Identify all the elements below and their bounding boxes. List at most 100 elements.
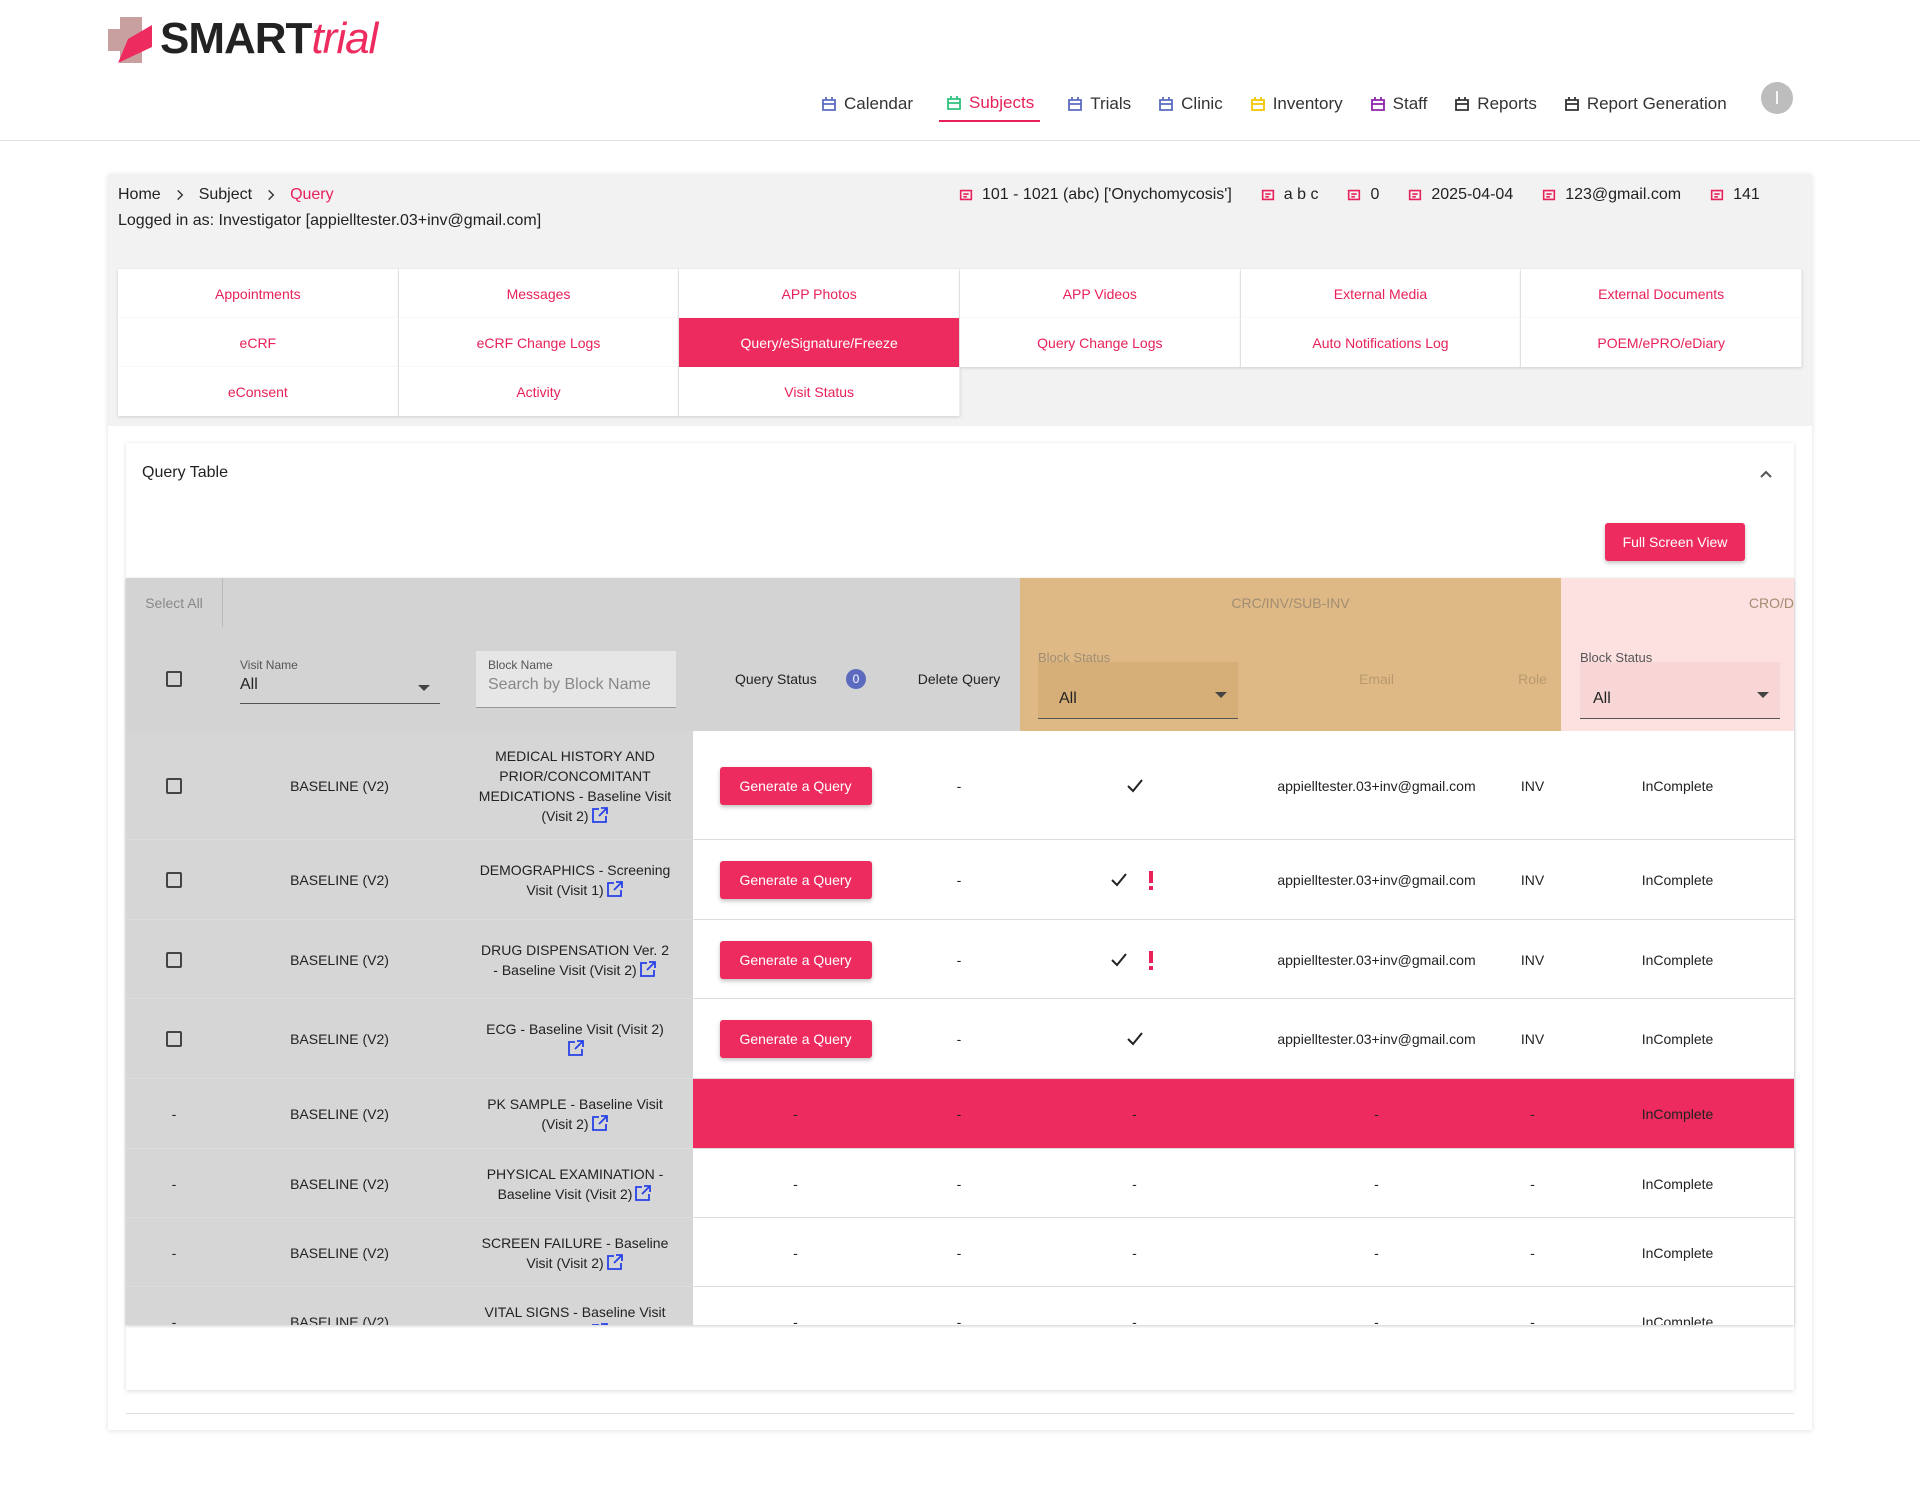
query-table: Select All CRC/INV/SUB-INV CRO/D Visit Name… [126, 578, 1794, 1325]
tab[interactable]: Visit Status [679, 367, 960, 416]
filter-label: Block Status [1038, 650, 1111, 665]
generate-query-button[interactable]: Generate a Query [719, 861, 872, 899]
select-all: Select All [145, 594, 203, 611]
delete-cell: - [956, 1244, 962, 1261]
tab[interactable]: External Media [1240, 269, 1522, 318]
tab[interactable]: APP Photos [679, 269, 960, 318]
tab[interactable]: eCRF [118, 318, 399, 367]
cro-status-cell: InComplete [1641, 1244, 1714, 1261]
nav-item[interactable]: Reports [1453, 86, 1537, 122]
tab[interactable]: Activity [398, 367, 680, 416]
row-checkbox[interactable] [166, 777, 182, 794]
logo-bold: SMART [160, 14, 312, 63]
arrow [418, 685, 430, 691]
row-border [126, 1217, 1794, 1218]
cro-select[interactable]: All [1580, 662, 1780, 719]
open-link[interactable] [591, 1114, 609, 1132]
generate-query-button[interactable]: Generate a Query [719, 1020, 872, 1058]
open-link[interactable] [591, 1322, 609, 1325]
nav-item[interactable]: Calendar [820, 86, 913, 122]
info-item: 2025-04-04 [1407, 186, 1513, 204]
breadcrumb: Home Subject Query [118, 186, 334, 204]
crc-select[interactable]: All [1038, 662, 1238, 719]
collapse-icon[interactable] [1758, 468, 1774, 480]
row-checkbox[interactable] [166, 951, 182, 968]
delete-cell: - [956, 1106, 962, 1122]
status-check [1110, 873, 1127, 887]
crumb[interactable]: Home [118, 186, 161, 203]
visit-select[interactable]: All [240, 676, 440, 704]
full-screen-button[interactable]: Full Screen View [1605, 523, 1745, 561]
arrow [1215, 692, 1227, 698]
check-shape [1126, 778, 1143, 792]
block-cell: MEDICAL HISTORY AND PRIOR/CONCOMITANT ME… [457, 731, 693, 840]
crumb-sep [176, 189, 184, 201]
header-sep [222, 578, 223, 627]
header-checkbox[interactable] [166, 671, 182, 687]
tab[interactable]: eConsent [118, 367, 399, 416]
open-link[interactable] [591, 806, 609, 824]
open-link[interactable] [606, 880, 624, 898]
open-link[interactable] [567, 1039, 585, 1057]
info-text: 2025-04-04 [1431, 186, 1514, 203]
visit-cell: BASELINE (V2) [290, 1175, 389, 1192]
tab[interactable]: Auto Notifications Log [1240, 318, 1522, 367]
info-icon-shape [1543, 189, 1556, 201]
tab[interactable]: Query Change Logs [960, 318, 1241, 367]
role-cell: INV [1520, 1031, 1545, 1047]
alert-bar [1148, 871, 1153, 883]
block-cell: PK SAMPLE - Baseline Visit (Visit 2) [457, 1079, 693, 1149]
email-cell: - [1374, 1244, 1379, 1261]
nav-item[interactable]: Staff [1369, 86, 1427, 122]
header-delete-query: Delete Query [917, 671, 1001, 687]
delete-cell: - [956, 951, 962, 968]
status-check [1126, 1032, 1143, 1046]
info-item: a b c [1260, 186, 1318, 204]
select-cell [126, 731, 222, 840]
block-search[interactable]: Search by Block Name [488, 676, 651, 693]
info-icon-shape [959, 189, 973, 201]
row-bg [693, 999, 1794, 1079]
tab[interactable]: eCRF Change Logs [398, 318, 680, 367]
nav-item[interactable]: Trials [1066, 86, 1131, 122]
row-checkbox[interactable] [166, 1031, 182, 1047]
tab[interactable]: Query/eSignature/Freeze [679, 318, 960, 367]
nav-icon [1455, 97, 1470, 111]
nav-item[interactable]: Clinic [1157, 86, 1223, 122]
nav-label: Trials [1090, 94, 1132, 113]
open-link[interactable] [639, 960, 657, 978]
nav-icon-shape [1159, 97, 1174, 111]
row-fixed-bg [126, 999, 693, 1079]
nav-item[interactable]: Inventory [1249, 86, 1343, 122]
avatar[interactable]: I [1761, 82, 1793, 114]
logo-mark [108, 17, 152, 63]
info-item: 101 - 1021 (abc) ['Onychomycosis'] [958, 186, 1232, 204]
generate-query-button[interactable]: Generate a Query [719, 940, 872, 979]
open-link-shape [591, 806, 608, 823]
tab[interactable]: Messages [398, 269, 680, 318]
tab[interactable]: POEM/ePRO/eDiary [1521, 318, 1802, 367]
nav-item[interactable]: Report Generation [1563, 86, 1727, 122]
nav-icon-shape [1068, 97, 1083, 111]
tab[interactable]: APP Videos [960, 269, 1241, 318]
nav-icon [822, 97, 836, 111]
block-name: SCREEN FAILURE - Baseline Visit (Visit 2… [481, 1234, 669, 1271]
row-checkbox[interactable] [166, 872, 182, 888]
block-name: ECG - Baseline Visit (Visit 2) [486, 1021, 664, 1037]
status-check [1110, 952, 1127, 966]
cro-status-cell: InComplete [1641, 1314, 1714, 1325]
crumb[interactable]: Subject [198, 186, 253, 203]
nav-item[interactable]: Subjects [939, 86, 1041, 122]
nav-icon [1564, 97, 1579, 111]
open-link[interactable] [606, 1253, 624, 1271]
delete-cell: - [956, 872, 962, 888]
row-bg [693, 1287, 1794, 1325]
alert-dot [1148, 886, 1153, 890]
generate-query-button[interactable]: Generate a Query [719, 766, 872, 805]
filter-label: Block Status [1580, 650, 1653, 665]
tab[interactable]: Appointments [118, 269, 399, 318]
open-link[interactable] [634, 1184, 652, 1202]
tab[interactable]: External Documents [1521, 269, 1802, 318]
row-fixed-bg [126, 920, 693, 999]
select-arrow [1757, 692, 1769, 698]
